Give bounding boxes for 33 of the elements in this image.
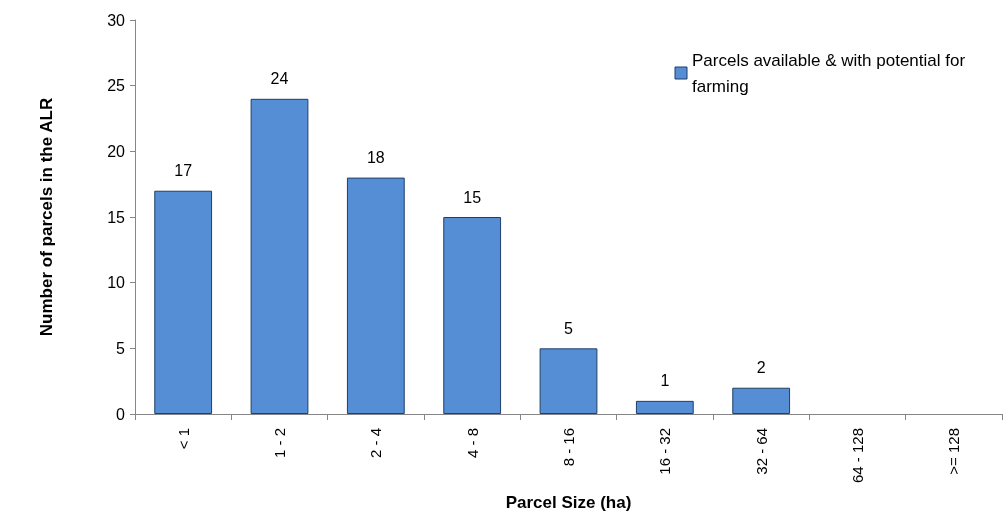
data-label: 1 bbox=[660, 372, 670, 390]
y-tick-label: 25 bbox=[107, 77, 126, 95]
x-axis-title: Parcel Size (ha) bbox=[505, 493, 632, 512]
x-tick-label: 1 - 2 bbox=[271, 428, 288, 459]
bar bbox=[250, 98, 309, 414]
y-axis-title: Number of parcels in the ALR bbox=[37, 97, 56, 337]
x-tick-label: 2 - 4 bbox=[367, 428, 385, 459]
x-tick-label: 4 - 8 bbox=[463, 428, 481, 459]
x-tick-label: >= 128 bbox=[945, 428, 963, 475]
x-tick-label: 16 - 32 bbox=[656, 428, 674, 475]
x-tick-label: 8 - 16 bbox=[560, 428, 577, 467]
bar bbox=[539, 348, 598, 414]
data-label: 17 bbox=[174, 162, 193, 180]
y-tick-label: 10 bbox=[107, 274, 126, 292]
y-tick-label: 30 bbox=[107, 11, 126, 29]
legend-label: Parcels available & with potential for farming bbox=[692, 50, 970, 96]
bar bbox=[443, 217, 502, 414]
bar bbox=[635, 400, 694, 414]
x-tick-label: 64 - 128 bbox=[849, 428, 866, 484]
bar bbox=[346, 177, 405, 414]
bar bbox=[732, 387, 791, 414]
data-label: 24 bbox=[270, 70, 289, 88]
data-label: 2 bbox=[756, 359, 766, 377]
data-label: 15 bbox=[463, 188, 482, 206]
bar bbox=[154, 190, 213, 414]
y-tick-label: 5 bbox=[116, 339, 126, 357]
y-tick-label: 20 bbox=[107, 142, 126, 160]
x-tick-label: < 1 bbox=[174, 428, 192, 450]
y-tick-label: 15 bbox=[107, 208, 126, 226]
data-label: 5 bbox=[564, 319, 574, 337]
data-label: 18 bbox=[366, 149, 385, 167]
x-tick-label: 32 - 64 bbox=[752, 428, 770, 475]
y-tick-label: 0 bbox=[116, 405, 126, 423]
